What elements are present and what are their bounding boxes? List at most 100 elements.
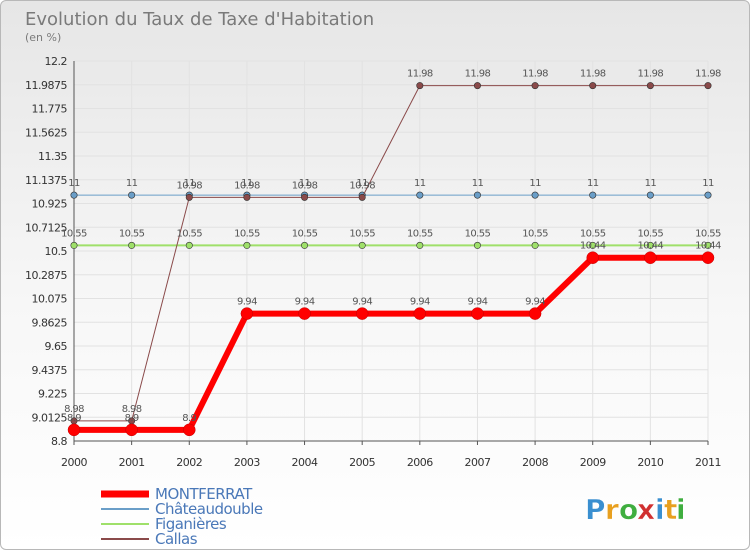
data-label-montferrat: 9.94 [468,297,488,308]
data-label-montferrat: 9.94 [295,297,315,308]
data-point-callas [185,193,193,201]
data-label-callas: 8.98 [64,404,84,415]
y-tick-label: 9.4375 [32,364,68,377]
data-label-chateaudouble: 11 [414,178,426,189]
data-label-figanieres: 10.55 [580,228,606,239]
series-line-montferrat [74,254,708,433]
data-point-figanieres [185,241,193,249]
x-tick-label: 2004 [292,456,318,469]
legend-label-callas: Callas [155,530,198,548]
data-label-callas: 11.98 [638,69,664,80]
data-label-montferrat: 8.9 [182,413,196,424]
x-tick-label: 2002 [176,456,202,469]
data-label-montferrat: 9.94 [410,297,430,308]
data-point-callas [416,82,424,90]
data-point-chateaudouble [646,191,654,199]
data-label-figanieres: 10.55 [407,228,433,239]
data-label-chateaudouble: 11 [126,178,138,189]
y-tick-label: 9.225 [38,388,67,401]
series-line-callas [74,85,708,422]
data-point-montferrat [644,251,657,264]
data-label-callas: 10.98 [176,180,202,191]
data-point-chateaudouble [589,191,597,199]
data-label-callas: 8.98 [122,404,142,415]
y-tick-label: 9.65 [45,340,68,353]
data-point-callas [243,193,251,201]
data-label-callas: 11.98 [522,69,548,80]
y-tick-label: 10.075 [32,293,68,306]
x-tick-label: 2000 [61,456,87,469]
y-tick-label: 9.0125 [32,411,68,424]
x-tick-label: 2007 [464,456,490,469]
data-point-figanieres [473,241,481,249]
data-point-callas [531,82,539,90]
grid [73,60,709,442]
x-tick-label: 2009 [580,456,606,469]
data-labels: 10.55 10.55 10.55 10.55 10.55 10.55 10.55 10.55… [61,69,721,424]
data-label-figanieres: 10.55 [292,228,318,239]
y-tick-label: 10.7125 [25,221,67,234]
y-tick-label: 11.5625 [25,126,67,139]
logo-letter: r [605,493,619,526]
data-point-figanieres [646,241,654,249]
data-label-figanieres: 10.55 [695,228,721,239]
logo-letter: x [637,493,655,526]
y-tick-label: 10.2875 [25,269,67,282]
data-point-figanieres [243,241,251,249]
data-label-chateaudouble: 11 [645,178,657,189]
data-label-montferrat: 10.44 [638,241,664,252]
data-label-callas: 11.98 [695,69,721,80]
data-label-figanieres: 10.55 [61,228,87,239]
data-point-chateaudouble [473,191,481,199]
logo-letter: i [676,493,686,526]
data-point-figanieres [531,241,539,249]
data-label-figanieres: 10.55 [176,228,202,239]
data-label-montferrat: 9.94 [352,297,372,308]
data-label-callas: 11.98 [465,69,491,80]
legend-label-figanieres: Figanières [155,515,227,533]
data-point-montferrat [240,307,254,320]
data-label-chateaudouble: 11 [702,178,714,189]
data-label-montferrat: 10.44 [695,241,721,252]
data-point-figanieres [704,241,712,249]
data-point-chateaudouble [70,191,78,199]
x-tick-label: 2008 [522,456,548,469]
data-point-montferrat [183,423,196,437]
data-point-callas [646,82,654,90]
y-tick-label: 11.1375 [25,174,67,187]
data-point-montferrat [586,251,599,264]
data-label-callas: 10.98 [234,180,260,191]
logo-letter: t [664,493,677,526]
data-point-figanieres [416,241,424,249]
data-label-chateaudouble: 11 [472,178,484,189]
data-point-figanieres [358,241,366,249]
legend-label-chateaudouble: Châteaudouble [155,500,263,518]
y-tick-label: 10.5 [45,245,68,258]
x-tick-label: 2006 [407,456,433,469]
data-label-figanieres: 10.55 [465,228,491,239]
data-point-chateaudouble [531,191,539,199]
data-point-chateaudouble [416,191,424,199]
logo-letter: i [655,493,665,526]
data-label-figanieres: 10.55 [119,228,145,239]
x-tick-label: 2010 [637,456,663,469]
data-label-callas: 11.98 [580,69,606,80]
data-label-montferrat: 10.44 [580,241,606,252]
y-tick-label: 11.35 [38,150,67,163]
data-label-chateaudouble: 11 [299,178,311,189]
data-point-chateaudouble [128,191,136,199]
data-point-callas [301,193,309,201]
y-tick-label: 11.9875 [25,79,67,92]
data-point-montferrat [67,423,81,437]
data-label-montferrat: 9.94 [237,297,257,308]
y-tick-label: 8.8 [51,435,67,448]
data-point-callas [589,82,597,90]
data-label-montferrat: 8.9 [67,413,81,424]
data-label-chateaudouble: 11 [587,178,599,189]
x-tick-label: 2003 [234,456,260,469]
data-point-montferrat [355,307,369,320]
data-point-montferrat [471,307,484,320]
data-label-figanieres: 10.55 [638,228,664,239]
data-point-callas [704,82,712,90]
